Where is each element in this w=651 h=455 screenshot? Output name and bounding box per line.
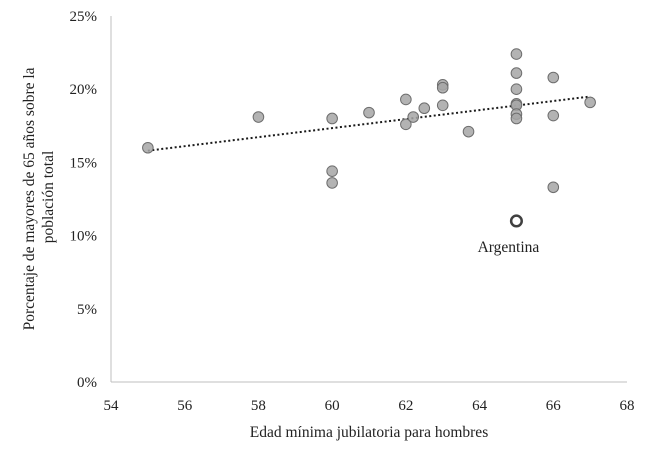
x-axis-title: Edad mínima jubilatoria para hombres (250, 424, 488, 441)
data-point (510, 83, 523, 95)
data-point (400, 118, 412, 131)
trendline-layer (147, 95, 591, 152)
data-point (326, 165, 338, 177)
y-tick-label: 10% (70, 229, 98, 245)
x-tick-label: 54 (104, 398, 120, 414)
x-tick-label: 58 (251, 398, 266, 414)
y-tick-label: 25% (70, 9, 98, 25)
y-tick-label: 0% (77, 375, 97, 391)
highlight-layer: Argentina (478, 214, 540, 256)
x-tick-label: 60 (325, 398, 340, 414)
x-tick-label: 64 (472, 398, 488, 414)
data-point (547, 109, 560, 122)
data-point (326, 112, 338, 125)
data-point (436, 99, 449, 112)
highlight-label: Argentina (478, 239, 540, 256)
data-point (326, 177, 338, 189)
data-point (363, 106, 375, 119)
x-tick-label: 56 (177, 398, 193, 414)
data-point (547, 71, 560, 84)
y-tick-label: 20% (70, 82, 98, 98)
y-axis-title-line-1: Porcentaje de mayores de 65 años sobre l… (21, 67, 38, 330)
y-axis-title: Porcentaje de mayores de 65 años sobre l… (21, 64, 57, 331)
data-point (142, 141, 154, 154)
data-point (547, 181, 560, 194)
x-tick-label: 62 (398, 398, 413, 414)
data-point (510, 112, 523, 125)
x-tick-label: 66 (546, 398, 562, 414)
data-point (462, 125, 475, 138)
y-tick-label: 5% (77, 302, 97, 318)
data-point (510, 48, 523, 60)
data-point (407, 111, 420, 123)
highlight-point (509, 214, 523, 228)
data-point (400, 93, 412, 106)
y-axis-title-line-2: población total (40, 151, 57, 244)
data-point (584, 96, 596, 109)
trendline (147, 95, 591, 152)
x-tick-labels: 54 56 58 60 62 64 66 68 (104, 398, 635, 414)
x-tick-label: 68 (620, 398, 635, 414)
y-tick-labels: 0% 5% 10% 15% 20% 25% (70, 9, 98, 391)
data-point (436, 81, 449, 94)
y-tick-label: 15% (70, 155, 98, 171)
data-point (418, 102, 431, 115)
data-point (510, 67, 523, 79)
data-point (252, 111, 265, 123)
axes (110, 16, 627, 383)
points-layer (142, 48, 596, 194)
